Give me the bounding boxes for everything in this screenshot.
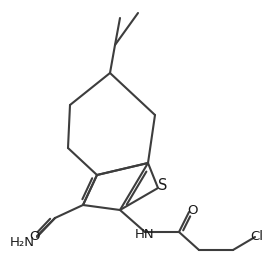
Text: HN: HN — [135, 228, 155, 242]
Text: O: O — [30, 231, 40, 243]
Text: Cl: Cl — [251, 231, 263, 243]
Text: H₂N: H₂N — [10, 236, 34, 248]
Text: S: S — [158, 177, 168, 193]
Text: O: O — [188, 204, 198, 216]
